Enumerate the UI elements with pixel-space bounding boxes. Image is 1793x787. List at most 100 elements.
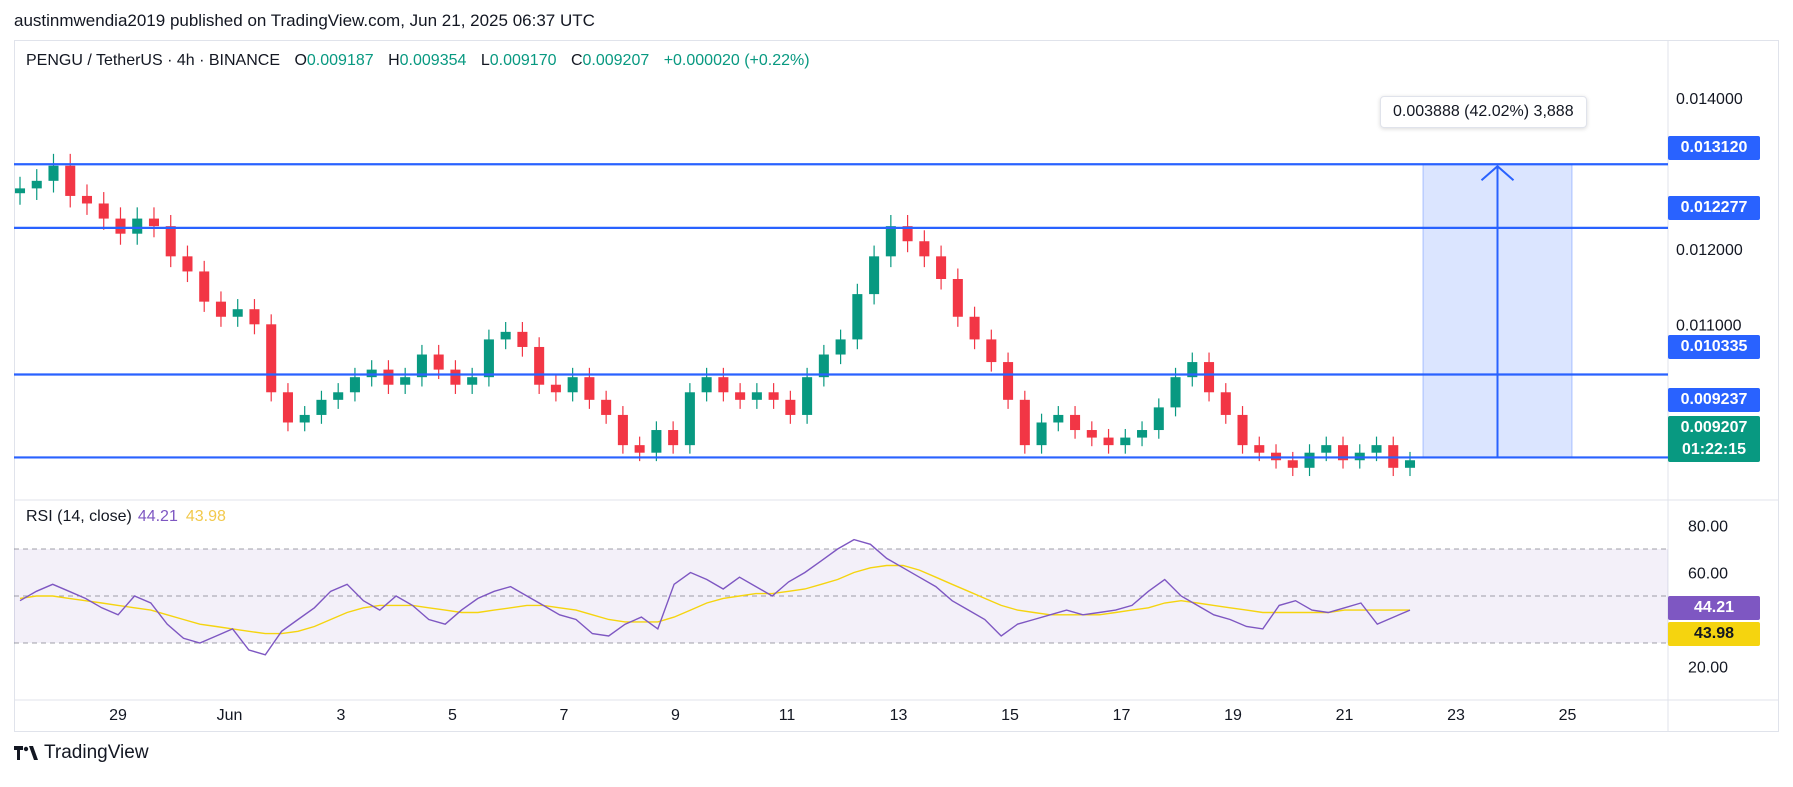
time-axis-tick: 3	[337, 707, 346, 724]
time-axis-tick: 17	[1113, 707, 1131, 724]
time-axis-tick: 19	[1224, 707, 1242, 724]
rsi-axis-tick: 80.00	[1688, 519, 1728, 536]
rsi-title[interactable]: RSI (14, close)	[26, 508, 132, 525]
candle-body	[802, 377, 813, 415]
rsi-tag: 44.21	[1668, 596, 1760, 620]
candle-body	[215, 301, 226, 317]
candle-body	[1153, 407, 1164, 431]
candle-body	[1053, 414, 1064, 423]
time-axis-tick: 5	[448, 707, 457, 724]
tradingview-icon	[14, 746, 38, 760]
candle-body	[266, 324, 277, 393]
candle-body	[885, 226, 896, 257]
candle-body	[232, 309, 243, 317]
open-label: O	[294, 52, 307, 69]
candle-body	[249, 309, 260, 325]
candle-body	[65, 165, 76, 196]
candle-body	[1287, 460, 1298, 468]
candle-body	[467, 377, 478, 385]
bar-countdown: 01:22:15	[1668, 438, 1760, 462]
candle-body	[550, 384, 561, 393]
candle-body	[567, 377, 578, 393]
tradingview-logo[interactable]: TradingView	[14, 742, 149, 764]
candle-body	[1070, 414, 1081, 431]
candle-body	[768, 392, 779, 400]
rsi-legend: RSI (14, close) 44.21 43.98	[26, 508, 226, 526]
low-value: 0.009170	[489, 52, 557, 69]
candle-body	[1187, 362, 1198, 378]
candle-body	[349, 377, 360, 393]
candle-body	[416, 354, 427, 378]
candle-body	[835, 339, 846, 355]
time-axis-tick: 23	[1447, 707, 1465, 724]
candle-body	[1321, 445, 1332, 453]
close-value: 0.009207	[582, 52, 650, 69]
measure-arrow-head	[1480, 164, 1515, 181]
candle-body	[81, 195, 93, 204]
candle-body	[1337, 445, 1349, 461]
candle-body	[869, 256, 880, 295]
high-label: H	[388, 52, 400, 69]
level-tag-r1: 0.013120	[1668, 136, 1760, 160]
candle-body	[902, 226, 913, 242]
time-axis-tick: 15	[1001, 707, 1019, 724]
candle-body	[115, 218, 126, 234]
candle-body	[584, 377, 595, 400]
price-axis-tick: 0.014000	[1676, 91, 1743, 108]
candle-body	[500, 331, 511, 340]
candle-body	[1086, 430, 1097, 438]
candle-body	[601, 399, 612, 415]
candle-body	[148, 218, 159, 227]
candle-body	[701, 377, 712, 393]
candle-body	[969, 316, 980, 340]
candle-body	[1220, 392, 1231, 415]
high-value: 0.009354	[399, 52, 467, 69]
price-axis-tick: 0.011000	[1676, 317, 1742, 334]
candle-body	[483, 339, 494, 378]
candle-body	[651, 430, 662, 453]
candle-body	[1404, 460, 1416, 468]
candle-body	[986, 339, 997, 363]
price-axis-tick: 0.012000	[1676, 242, 1743, 259]
candle-body	[433, 354, 444, 370]
rsi-ma-line	[19, 564, 1410, 635]
time-axis-tick: 25	[1559, 707, 1577, 724]
candle-body	[1019, 399, 1030, 446]
level-tag-r3: 0.010335	[1668, 335, 1760, 359]
time-axis-tick: Jun	[217, 707, 243, 724]
candle-body	[333, 392, 344, 400]
candle-body	[952, 279, 963, 317]
rsi-line	[19, 538, 1411, 656]
candle-body	[668, 430, 679, 446]
time-axis-tick: 9	[671, 707, 680, 724]
candle-body	[1204, 362, 1215, 393]
level-tag-s1: 0.009237	[1668, 388, 1760, 412]
candle-body	[400, 377, 411, 385]
candle-body	[14, 188, 26, 194]
candle-body	[718, 377, 729, 393]
candle-body	[1304, 452, 1315, 468]
low-label: L	[480, 52, 490, 69]
rsi-ma-tag: 43.98	[1668, 622, 1760, 646]
candle-body	[1003, 362, 1014, 400]
candle-body	[617, 414, 628, 446]
time-axis-tick: 7	[560, 707, 569, 724]
time-axis-tick: 21	[1336, 707, 1354, 724]
candle-body	[1170, 377, 1181, 408]
candle-body	[366, 369, 377, 378]
candle-body	[1254, 445, 1265, 453]
level-tag-r2: 0.012277	[1668, 196, 1760, 220]
rsi-ma-value: 43.98	[185, 508, 226, 525]
time-axis-tick: 11	[779, 707, 796, 724]
close-label: C	[570, 52, 583, 69]
candle-body	[48, 165, 59, 181]
symbol-name[interactable]: PENGU / TetherUS · 4h · BINANCE	[26, 52, 280, 69]
candle-body	[684, 392, 695, 446]
candle-body	[1237, 414, 1248, 446]
published-by-line: austinmwendia2019 published on TradingVi…	[14, 11, 595, 30]
candle-body	[1371, 445, 1382, 453]
candle-body	[735, 392, 746, 400]
candle-body	[182, 256, 193, 272]
candle-body	[383, 369, 394, 385]
